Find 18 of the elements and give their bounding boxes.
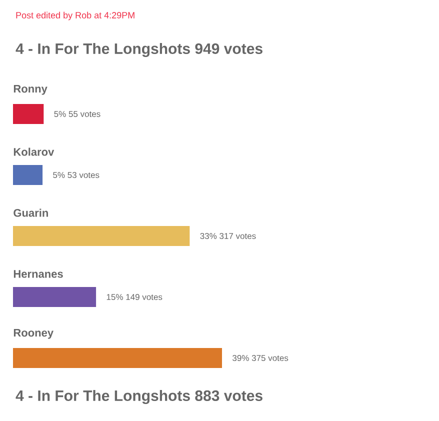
data-label: 33% 317 votes: [200, 233, 256, 240]
y-tick-label: Guarin: [14, 208, 48, 217]
text: Post edited by Rob at 4:29PM: [16, 12, 134, 20]
bar: [13, 226, 190, 246]
bar: [13, 165, 43, 186]
data-label: 5% 55 votes: [54, 111, 100, 117]
bar: [13, 287, 96, 308]
y-tick-label: Hernanes: [14, 270, 63, 278]
y-tick-label: Ronny: [14, 84, 48, 95]
bar: [13, 104, 44, 124]
y-tick-label: Kolarov: [14, 148, 54, 156]
y-tick-label: Rooney: [14, 328, 54, 339]
text: 4 - In For The Longshots 883 votes: [16, 390, 262, 404]
bar: [13, 348, 222, 368]
chart-title: 4 - In For The Longshots 949 votes: [16, 42, 262, 58]
data-label: 39% 375 votes: [232, 355, 288, 362]
data-label: 5% 53 votes: [53, 172, 100, 178]
data-label: 15% 149 votes: [106, 294, 162, 300]
